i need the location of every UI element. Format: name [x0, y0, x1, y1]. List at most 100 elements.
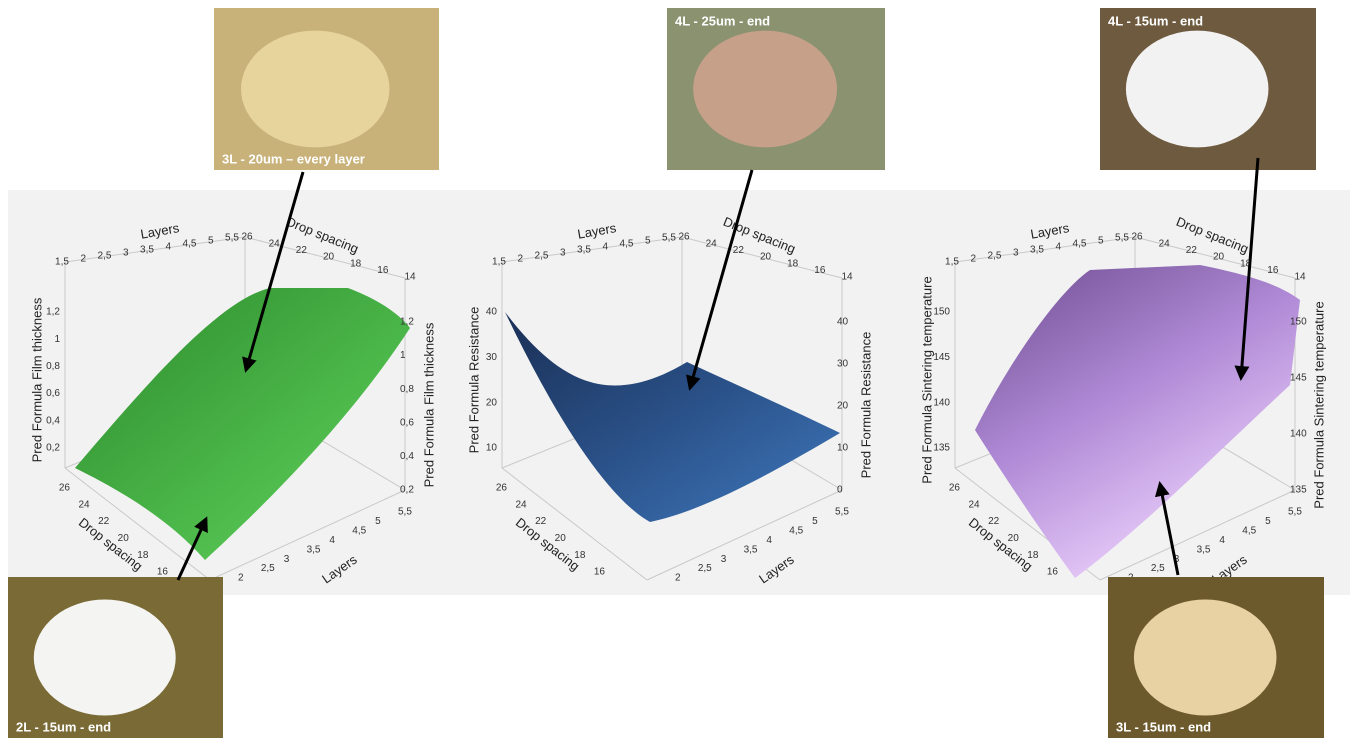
tick-label: 3	[1013, 248, 1019, 259]
tick-label: 2	[970, 254, 976, 265]
tick-label: 4,5	[352, 525, 366, 536]
tick-label: 24	[968, 499, 980, 510]
tick-label: 5	[375, 516, 381, 527]
tick-label: 20	[1213, 252, 1225, 263]
tick-label: 145	[1290, 373, 1307, 384]
tick-label: 140	[933, 397, 950, 408]
tick-label: 3	[721, 554, 727, 565]
tick-label: 2	[517, 254, 523, 265]
tick-label: 0,4	[46, 415, 60, 426]
micrograph-caption: 3L - 15um - end	[1116, 719, 1211, 734]
tick-label: 20	[486, 397, 498, 408]
tick-label: 24	[1159, 238, 1171, 249]
tick-label: 4	[165, 242, 171, 253]
tick-label: 140	[1290, 429, 1307, 440]
axis-title: Pred Formula Resistance	[466, 307, 481, 454]
tick-label: 4	[329, 535, 335, 546]
tick-label: 5	[812, 516, 818, 527]
printed-feature	[693, 31, 837, 148]
tick-label: 5,5	[398, 507, 412, 518]
tick-label: 3	[123, 248, 129, 259]
tick-label: 2,5	[535, 251, 549, 262]
tick-label: 5	[1265, 516, 1271, 527]
tick-label: 16	[594, 567, 606, 578]
tick-label: 16	[1267, 265, 1279, 276]
tick-label: 3,5	[744, 544, 758, 555]
tick-label: 1	[400, 350, 406, 361]
printed-feature	[1126, 31, 1269, 148]
tick-label: 4,5	[789, 525, 803, 536]
tick-label: 26	[59, 483, 71, 494]
tick-label: 26	[241, 232, 253, 243]
tick-label: 3,5	[1197, 544, 1211, 555]
tick-label: 5,5	[662, 233, 676, 244]
page: 1,522,533,544,555,5Layers26242220181614D…	[0, 0, 1357, 738]
tick-label: 5	[645, 236, 651, 247]
micrograph: 4L - 15um - end	[1100, 8, 1316, 170]
tick-label: 26	[1131, 232, 1143, 243]
tick-label: 22	[733, 245, 745, 256]
tick-label: 2	[80, 254, 86, 265]
tick-label: 0,6	[400, 417, 414, 428]
tick-label: 0,2	[46, 443, 60, 454]
tick-label: 26	[496, 483, 508, 494]
tick-label: 14	[1294, 272, 1306, 283]
axis-title: Pred Formula Film thickness	[421, 322, 436, 487]
tick-label: 4	[766, 535, 772, 546]
tick-label: 135	[933, 443, 950, 454]
tick-label: 0	[837, 485, 843, 496]
tick-label: 2,5	[698, 563, 712, 574]
tick-label: 14	[404, 272, 416, 283]
tick-label: 150	[1290, 317, 1307, 328]
tick-label: 24	[78, 499, 90, 510]
tick-label: 5,5	[1115, 233, 1129, 244]
tick-label: 26	[949, 483, 961, 494]
tick-label: 1,2	[46, 307, 60, 318]
tick-label: 22	[296, 245, 308, 256]
tick-label: 0,2	[400, 485, 414, 496]
tick-label: 5,5	[835, 507, 849, 518]
tick-label: 5,5	[1288, 507, 1302, 518]
tick-label: 4,5	[1073, 239, 1087, 250]
tick-label: 18	[787, 258, 799, 269]
tick-label: 0,8	[46, 361, 60, 372]
tick-label: 0,4	[400, 451, 414, 462]
tick-label: 24	[515, 499, 527, 510]
tick-label: 4	[1055, 242, 1061, 253]
tick-label: 40	[837, 317, 849, 328]
tick-label: 16	[377, 265, 389, 276]
axis-title: Pred Formula Film thickness	[29, 297, 44, 462]
micrograph: 4L - 25um - end	[667, 8, 885, 170]
tick-label: 3,5	[307, 544, 321, 555]
tick-label: 1,2	[400, 317, 414, 328]
tick-label: 4,5	[183, 239, 197, 250]
tick-label: 2,5	[1151, 563, 1165, 574]
tick-label: 24	[706, 238, 718, 249]
tick-label: 1,5	[945, 257, 959, 268]
tick-label: 16	[1047, 567, 1059, 578]
micrograph: 3L - 20um – every layer	[214, 8, 439, 170]
tick-label: 24	[269, 238, 281, 249]
tick-label: 3,5	[1030, 245, 1044, 256]
tick-label: 1	[54, 334, 60, 345]
figure: 1,522,533,544,555,5Layers26242220181614D…	[0, 0, 1357, 738]
tick-label: 5	[208, 236, 214, 247]
tick-label: 135	[1290, 485, 1307, 496]
axis-title: Pred Formula Resistance	[858, 332, 873, 479]
tick-label: 4	[1219, 535, 1225, 546]
axis-title: Pred Formula Sintering temperature	[919, 276, 934, 483]
tick-label: 20	[323, 252, 335, 263]
tick-label: 4,5	[1242, 525, 1256, 536]
micrograph: 3L - 15um - end	[1108, 577, 1324, 738]
micrograph-caption: 2L - 15um - end	[16, 719, 111, 734]
tick-label: 14	[841, 272, 853, 283]
tick-label: 0,6	[46, 388, 60, 399]
tick-label: 22	[1186, 245, 1198, 256]
tick-label: 4,5	[620, 239, 634, 250]
tick-label: 10	[837, 443, 849, 454]
printed-feature	[1134, 600, 1277, 716]
micrograph-caption: 3L - 20um – every layer	[222, 151, 365, 166]
tick-label: 2,5	[98, 251, 112, 262]
tick-label: 3,5	[140, 245, 154, 256]
tick-label: 5	[1098, 236, 1104, 247]
